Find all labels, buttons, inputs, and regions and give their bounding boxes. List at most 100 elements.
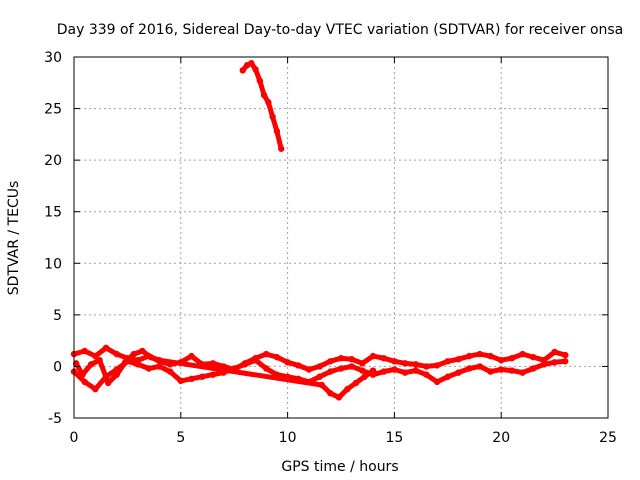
data-point bbox=[284, 359, 291, 366]
y-tick-label: 30 bbox=[44, 50, 62, 66]
data-point bbox=[104, 379, 112, 387]
data-point bbox=[487, 352, 494, 360]
data-point bbox=[92, 385, 99, 393]
data-point bbox=[380, 368, 387, 375]
data-point bbox=[79, 371, 86, 378]
y-axis-label: SDTVAR / TECUs bbox=[6, 181, 22, 296]
data-point bbox=[177, 377, 184, 385]
data-point bbox=[508, 367, 516, 374]
data-point bbox=[134, 361, 142, 368]
y-tick-label: 5 bbox=[53, 308, 62, 324]
data-point bbox=[327, 358, 334, 365]
plot-frame bbox=[73, 56, 609, 419]
data-point bbox=[273, 128, 281, 135]
data-point bbox=[465, 365, 473, 372]
x-tick-label: 0 bbox=[70, 430, 79, 446]
data-point bbox=[265, 99, 272, 106]
data-point bbox=[102, 344, 110, 352]
data-point bbox=[252, 357, 259, 364]
data-point bbox=[551, 348, 558, 356]
x-tick-label: 20 bbox=[492, 430, 510, 446]
data-point bbox=[130, 350, 138, 358]
data-point bbox=[433, 378, 441, 386]
data-point bbox=[380, 354, 387, 362]
data-point bbox=[256, 77, 264, 84]
data-point bbox=[273, 353, 281, 361]
data-point bbox=[423, 363, 430, 370]
data-point bbox=[412, 367, 419, 374]
data-point bbox=[277, 145, 285, 152]
data-point bbox=[92, 352, 99, 360]
data-point bbox=[498, 366, 505, 373]
data-point bbox=[519, 369, 526, 376]
data-point bbox=[156, 357, 163, 364]
x-tick-label: 15 bbox=[385, 430, 403, 446]
data-point bbox=[369, 367, 377, 374]
data-point bbox=[188, 352, 195, 360]
data-point bbox=[352, 379, 360, 387]
data-point bbox=[455, 369, 462, 376]
y-tick-label: -5 bbox=[48, 411, 62, 427]
data-point bbox=[327, 368, 334, 375]
data-point bbox=[337, 354, 345, 362]
data-point bbox=[209, 371, 217, 378]
x-axis: 0 5 10 15 20 25 bbox=[70, 57, 617, 446]
y-axis: -5 0 5 10 15 20 25 30 bbox=[44, 50, 608, 427]
data-point bbox=[263, 365, 270, 372]
x-tick-label: 5 bbox=[176, 430, 185, 446]
y-tick-label: 10 bbox=[44, 256, 62, 272]
data-point bbox=[444, 373, 451, 380]
data-point bbox=[166, 368, 174, 375]
data-point bbox=[487, 368, 494, 375]
data-point bbox=[113, 350, 120, 358]
data-point bbox=[260, 91, 268, 99]
data-point bbox=[508, 354, 516, 362]
data-point bbox=[335, 394, 343, 401]
data-point bbox=[391, 366, 398, 373]
data-point bbox=[401, 369, 409, 376]
data-point bbox=[241, 361, 249, 368]
data-point bbox=[209, 360, 217, 367]
data-point bbox=[305, 366, 313, 373]
series-layer bbox=[70, 59, 569, 401]
data-point bbox=[113, 371, 120, 378]
grid bbox=[74, 57, 608, 418]
data-point bbox=[72, 360, 80, 367]
data-point bbox=[476, 363, 484, 370]
y-tick-label: 20 bbox=[44, 153, 62, 169]
data-point bbox=[359, 367, 366, 374]
data-point bbox=[562, 351, 569, 359]
y-tick-label: 15 bbox=[44, 205, 62, 221]
data-point bbox=[455, 356, 462, 363]
data-point bbox=[530, 353, 537, 361]
data-point bbox=[498, 357, 505, 364]
data-point bbox=[147, 353, 155, 361]
data-point bbox=[139, 347, 146, 355]
data-point bbox=[316, 373, 323, 380]
y-tick-label: 25 bbox=[44, 102, 62, 118]
data-point bbox=[269, 113, 276, 121]
series-line bbox=[240, 60, 284, 152]
data-point bbox=[344, 385, 351, 393]
data-point bbox=[530, 365, 537, 372]
data-point bbox=[423, 371, 430, 378]
data-point bbox=[519, 350, 526, 358]
x-tick-label: 10 bbox=[279, 430, 297, 446]
data-point bbox=[412, 361, 419, 368]
data-point bbox=[145, 365, 152, 372]
data-point bbox=[348, 363, 355, 370]
data-point bbox=[263, 350, 270, 358]
data-point bbox=[316, 363, 323, 370]
data-point bbox=[476, 350, 484, 358]
data-point bbox=[359, 360, 366, 367]
data-point bbox=[96, 357, 103, 364]
x-axis-label: GPS time / hours bbox=[281, 459, 398, 475]
data-point bbox=[433, 362, 441, 369]
y-tick-label: 0 bbox=[53, 359, 62, 375]
data-point bbox=[391, 358, 398, 365]
data-point bbox=[122, 359, 129, 366]
data-point bbox=[551, 359, 558, 366]
data-point bbox=[318, 381, 325, 389]
data-point bbox=[81, 378, 88, 386]
chart-title: Day 339 of 2016, Sidereal Day-to-day VTE… bbox=[57, 22, 624, 38]
